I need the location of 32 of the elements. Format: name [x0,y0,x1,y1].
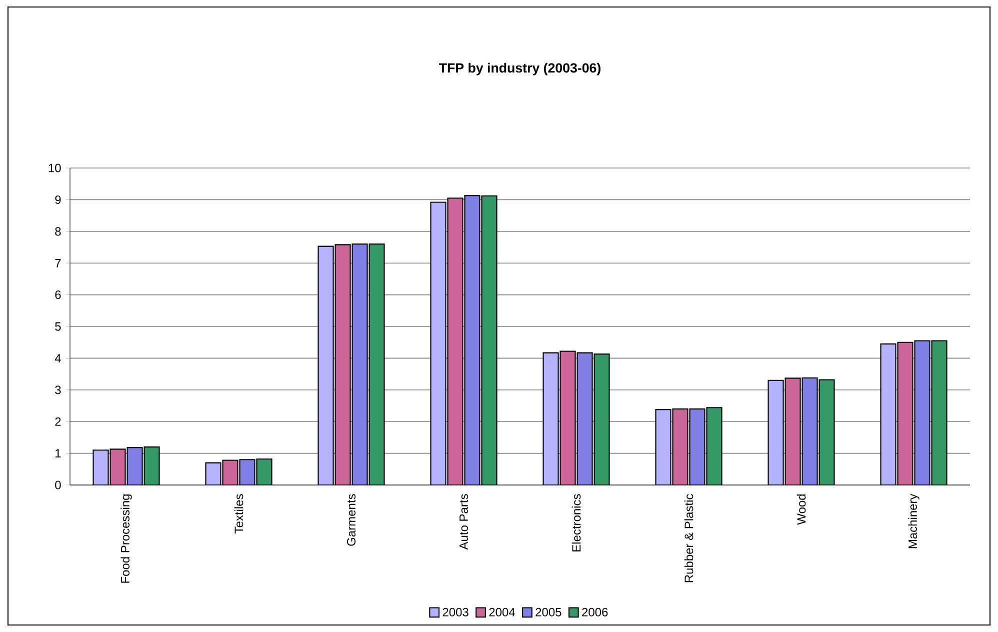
bar [318,246,334,485]
bar [464,195,480,485]
x-tick-label: Garments [347,494,356,546]
bar [430,202,446,485]
y-tick-label: 3 [55,386,61,394]
y-tick-label: 7 [55,258,61,268]
x-tick-label: Wood [796,494,806,525]
y-tick-label: 4 [54,354,61,362]
legend-label: 2003 [442,608,468,616]
x-tick-label: Rubber & Plastic [684,494,694,582]
x-tick-label: Auto Parts [460,494,468,550]
legend-label: 2004 [489,608,515,616]
y-tick-label: 6 [55,290,61,300]
bar [481,195,498,485]
y-tick-label: 8 [55,227,61,236]
x-tick-label: Machinery [908,494,920,548]
y-tick-label: 0 [55,480,61,490]
x-tick-label: Electronics [572,494,581,552]
y-tick-label: 9 [55,195,61,204]
x-tick-label: Textiles [234,494,244,534]
x-tick-label: Food Processing [120,494,132,583]
y-tick-label: 5 [55,322,61,331]
bar [352,244,368,485]
bar [368,244,385,485]
y-tick-label: 1 [56,449,61,458]
y-tick-label: 10 [48,164,61,172]
bar [334,244,351,485]
y-tick-label: 2 [55,417,61,426]
legend-label: 2006 [582,608,608,616]
bar [447,198,464,485]
chart-title: TFP by industry (2003-06) [439,62,600,76]
legend-label: 2005 [536,608,562,616]
